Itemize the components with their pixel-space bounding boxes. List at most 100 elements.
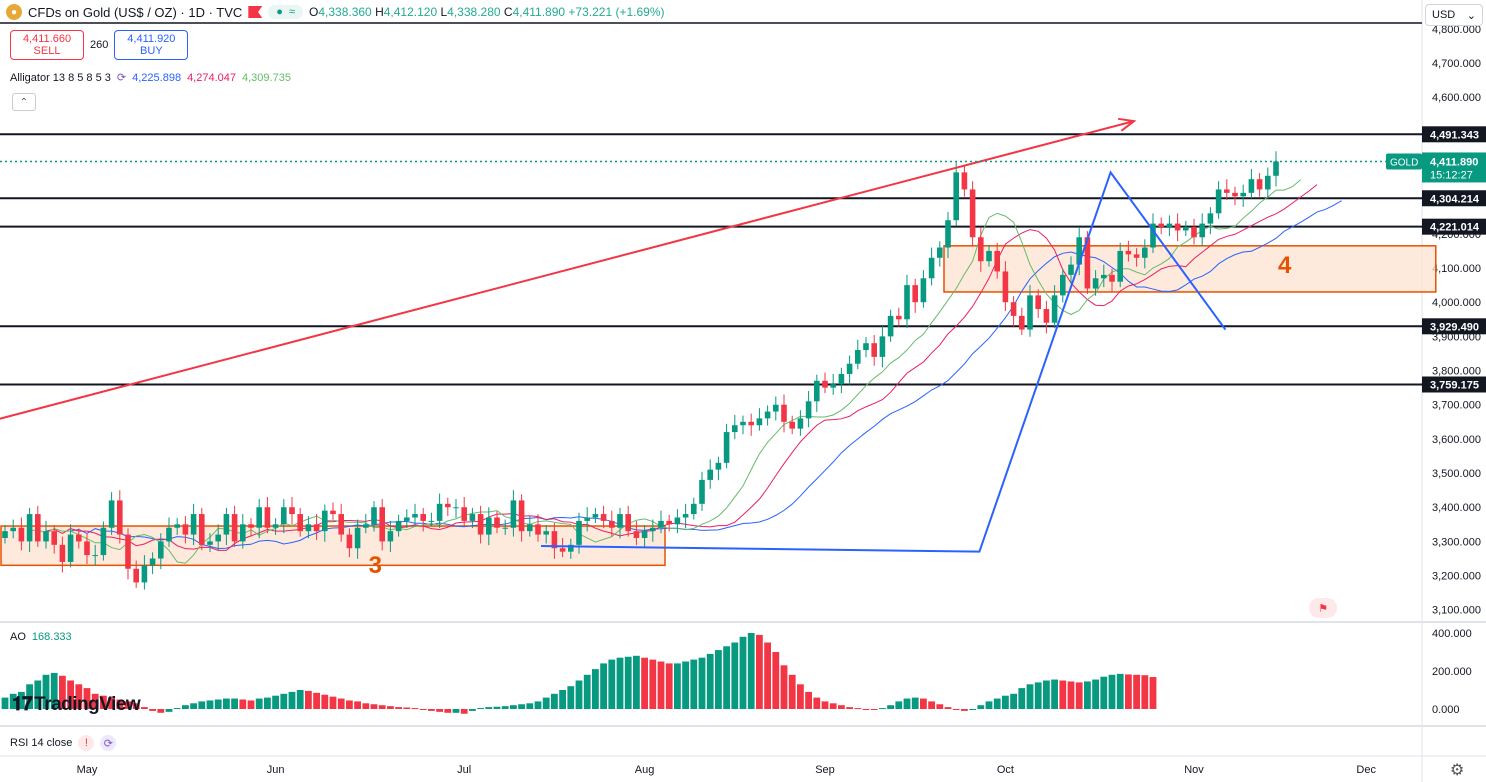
candle-body: [805, 401, 812, 419]
candle-body: [650, 527, 656, 532]
candle-body: [691, 503, 697, 515]
candle-body: [59, 544, 66, 562]
ao-bar: [657, 661, 665, 709]
ao-bar: [895, 701, 903, 709]
ao-legend[interactable]: AO 168.333: [10, 631, 72, 643]
ao-bar: [928, 701, 935, 709]
candle-body: [1002, 271, 1009, 303]
ao-bar: [911, 697, 919, 709]
us-flag-icon[interactable]: ⚑: [1309, 598, 1337, 618]
ao-bar: [419, 709, 427, 710]
candle-body: [830, 384, 836, 388]
candle-body: [84, 541, 90, 556]
candle-body: [928, 257, 935, 279]
ao-bar: [797, 684, 804, 709]
candle-body: [871, 343, 877, 357]
ao-bar: [592, 669, 599, 709]
candle-body: [773, 404, 779, 412]
ao-bar: [624, 656, 632, 709]
candle-body: [174, 524, 180, 528]
ao-bar: [715, 650, 722, 709]
ao-bar: [91, 693, 99, 709]
candle-body: [896, 315, 902, 320]
candle-body: [1027, 295, 1033, 330]
candle-body: [1109, 274, 1115, 282]
candle-body: [297, 514, 303, 532]
ao-bar: [378, 705, 386, 709]
ao-bar: [567, 686, 575, 709]
ao-bar: [1, 697, 9, 709]
candle-body: [387, 531, 394, 542]
ao-bar: [764, 642, 771, 709]
candle-body: [920, 278, 927, 303]
warning-icon: !: [78, 735, 95, 751]
symbol-title[interactable]: CFDs on Gold (US$ / OZ) · 1D · TVC: [28, 4, 243, 20]
gold-tag: [1386, 153, 1422, 170]
candle-body: [994, 250, 1000, 272]
ao-bar: [649, 659, 657, 709]
candle-body: [912, 285, 918, 303]
ao-bar: [223, 698, 230, 709]
gold-tag-label: GOLD: [1390, 157, 1418, 168]
ao-bar: [305, 690, 312, 709]
collapse-legend-button[interactable]: ⌃: [12, 93, 36, 111]
rsi-legend[interactable]: RSI 14 close ! ⟳: [10, 735, 117, 751]
ohlc-values: O4,338.360 H4,412.120 L4,338.280 C4,411.…: [309, 5, 665, 19]
ao-bar: [403, 707, 411, 709]
currency-select[interactable]: USD ⌄: [1425, 4, 1483, 26]
y-tick-label: 3,400.000: [1432, 502, 1481, 514]
symbol-legend: ● CFDs on Gold (US$ / OZ) · 1D · TVC ● ≈ …: [6, 4, 665, 20]
ao-bar: [149, 709, 156, 711]
gear-icon[interactable]: ⚙: [1450, 762, 1465, 779]
ao-bar: [854, 708, 862, 710]
ao-bar: [1059, 680, 1067, 709]
candle-body: [133, 568, 139, 583]
ao-bar: [1084, 681, 1091, 709]
candle-body: [379, 507, 385, 542]
buy-button[interactable]: 4,411.920 BUY: [114, 30, 189, 60]
ao-bar: [59, 675, 66, 709]
price-level-label: 3,759.175: [1430, 379, 1479, 391]
candle-body: [1273, 161, 1279, 176]
y-tick-label: 3,900.000: [1432, 331, 1481, 343]
ao-bar: [633, 655, 640, 709]
ao-bar: [870, 709, 878, 710]
arrow-head: [1118, 117, 1137, 132]
market-status-pill[interactable]: ● ≈: [268, 5, 303, 19]
tradingview-logo[interactable]: 𝟏𝟕 TradingView: [12, 694, 141, 715]
candle-body: [699, 479, 705, 504]
y-tick-label: 3,200.000: [1432, 571, 1481, 583]
candle-body: [1224, 189, 1230, 193]
candle-body: [240, 524, 246, 542]
candle-body: [535, 524, 541, 535]
y-tick-label: 4,800.000: [1432, 24, 1481, 36]
sell-button[interactable]: 4,411.660 SELL: [10, 30, 84, 60]
candle-body: [1084, 237, 1091, 289]
trade-buttons: 4,411.660 SELL 260 4,411.920 BUY: [10, 30, 189, 60]
candle-body: [1076, 237, 1082, 265]
alligator-icon: ⟳: [116, 72, 127, 84]
price-level-tag: [1422, 376, 1486, 393]
candle-body: [1092, 278, 1099, 289]
countdown-label: 15:12:27: [1430, 169, 1473, 181]
ao-bar: [239, 699, 247, 709]
alligator-legend[interactable]: Alligator 13 8 5 8 5 3 ⟳ 4,225.898 4,274…: [10, 71, 291, 85]
ao-bar: [132, 703, 140, 709]
ao-bar: [329, 696, 337, 709]
ao-bar: [321, 694, 329, 709]
ao-bar: [477, 708, 484, 710]
candle-body: [51, 531, 57, 545]
candle-body: [141, 565, 148, 583]
y-tick-label: 4,000.000: [1432, 297, 1481, 309]
candle-body: [453, 507, 459, 509]
candle-body: [887, 315, 894, 337]
y-tick-label: 3,500.000: [1432, 468, 1481, 480]
ao-bar: [944, 707, 952, 709]
candle-body: [584, 517, 590, 521]
x-tick-label: Dec: [1356, 764, 1376, 776]
ao-bar: [583, 674, 591, 709]
ao-bar: [510, 705, 517, 709]
x-tick-label: Jun: [267, 764, 285, 776]
ao-bar: [26, 684, 33, 709]
